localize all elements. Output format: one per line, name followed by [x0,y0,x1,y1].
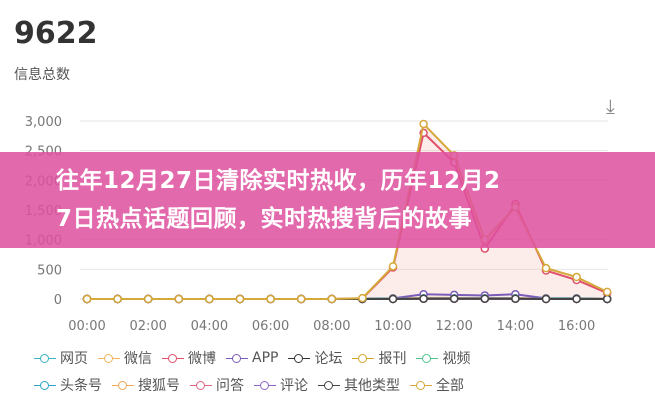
legend-label: 头条号 [60,377,102,394]
download-icon[interactable]: ⤓ [606,94,615,118]
data-point [82,294,92,304]
data-point [572,294,581,304]
legend-label: 问答 [216,377,244,394]
legend-item[interactable]: APP [226,344,278,371]
legend-marker-icon [34,353,56,363]
total-count: 9622 [14,16,98,51]
legend-marker-icon [352,353,375,363]
x-tick-label: 04:00 [191,319,228,334]
y-tick-label: 3,000 [25,115,62,130]
data-point [235,294,245,304]
x-tick-label: 06:00 [252,319,289,334]
data-point [388,262,398,271]
legend-item[interactable]: 报刊 [352,344,406,371]
legend-label: 网页 [60,350,88,367]
legend-marker-icon [190,380,212,390]
legend-marker-icon [162,353,184,363]
data-point [174,294,184,304]
legend-marker-icon [254,380,276,390]
banner-line-2: 7日热点话题回顾，实时热搜背后的故事 [56,206,473,232]
legend-item[interactable]: 搜狐号 [112,371,180,398]
legend-marker-icon [98,353,120,363]
legend-marker-icon [112,380,134,390]
legend-item[interactable]: 其他类型 [318,371,400,398]
legend-label: 论坛 [314,350,343,367]
legend-marker-icon [410,380,432,390]
area-fill [87,123,608,299]
chart-legend: 网页 微信 微博 APP 论坛 报刊 视频头条号 搜狐号 问答 评论 其他类型 全部 [34,344,634,398]
legend-item[interactable]: 网页 [34,344,88,371]
data-point [143,294,153,304]
legend-item[interactable]: 全部 [410,371,464,398]
legend-label: 搜狐号 [138,377,180,394]
data-point [266,294,275,304]
data-point [541,263,551,273]
legend-item[interactable]: 微信 [98,344,152,371]
data-point [602,287,612,297]
legend-label: 全部 [436,377,464,394]
data-point [296,294,306,304]
data-point [419,294,428,303]
data-point [449,294,459,303]
legend-marker-icon [34,380,56,390]
legend-item[interactable]: 视频 [416,344,470,371]
legend-item[interactable]: 问答 [190,371,244,398]
legend-label: 视频 [442,350,471,367]
data-point [541,294,551,304]
legend-label: APP [252,349,279,366]
legend-label: 微信 [124,350,152,367]
legend-marker-icon [288,353,311,363]
legend-marker-icon [416,353,439,363]
legend-label: 评论 [280,377,308,394]
banner-line-1: 往年12月27日清除实时热收，历年12月2 [56,168,501,194]
data-point [602,294,612,304]
legend-label: 报刊 [378,350,407,367]
x-tick-label: 12:00 [435,319,472,334]
x-tick-label: 08:00 [313,319,350,334]
x-tick-label: 00:00 [68,319,105,334]
data-point [113,294,122,304]
data-point [205,294,214,304]
legend-item[interactable]: 微博 [162,344,216,371]
legend-marker-icon [318,380,340,390]
legend-marker-icon [226,353,248,363]
data-point [358,293,367,303]
data-point [572,272,581,282]
title-banner: 往年12月27日清除实时热收，历年12月2 7日热点话题回顾，实时热搜背后的故事 [0,152,655,248]
data-point [480,294,490,303]
legend-item[interactable]: 评论 [254,371,308,398]
x-tick-label: 16:00 [558,319,595,334]
data-point [511,294,520,303]
y-tick-label: 500 [37,263,62,278]
y-tick-label: 0 [54,293,62,308]
data-point [419,119,428,129]
x-tick-label: 10:00 [374,319,411,334]
x-tick-label: 14:00 [497,319,534,334]
legend-label: 微博 [188,350,216,367]
data-point [327,294,337,304]
data-point [388,294,398,304]
legend-label: 其他类型 [344,377,400,394]
legend-item[interactable]: 论坛 [288,344,342,371]
total-label: 信息总数 [14,67,70,83]
legend-item[interactable]: 头条号 [34,371,102,398]
x-tick-label: 02:00 [129,319,166,334]
